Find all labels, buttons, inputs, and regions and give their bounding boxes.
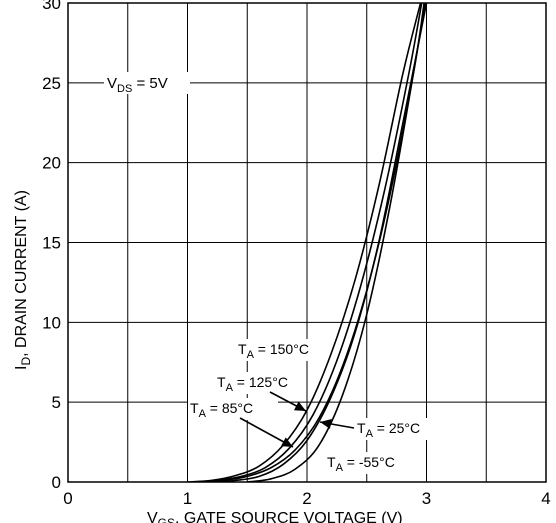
arrowhead [320, 418, 332, 429]
curve-label-2: TA = 85°C [190, 400, 253, 420]
y-tick-label: 5 [52, 393, 61, 412]
y-tick-label: 10 [42, 313, 61, 332]
curve-labels: TA = 150°C TA = 125°C TA = 85°C TA = 25°C TA… [188, 339, 445, 474]
y-tick-label: 15 [42, 234, 61, 253]
vds-annotation: VDS = 5V [104, 72, 190, 95]
curve-label-4: TA = -55°C [327, 454, 395, 474]
x-tick-label: 0 [63, 489, 72, 508]
x-tick-label: 3 [422, 489, 431, 508]
series-line-0 [187, 3, 422, 482]
vds-annotation-text: VDS = 5V [107, 75, 168, 95]
y-axis-label: ID, DRAIN CURRENT (A) [13, 190, 33, 370]
y-tick-label: 0 [52, 473, 61, 492]
series-line-1 [193, 3, 423, 482]
x-tick-label: 2 [302, 489, 311, 508]
y-tick-label: 30 [42, 0, 61, 13]
y-tick-label: 25 [42, 74, 61, 93]
curve-label-0: TA = 150°C [238, 341, 309, 361]
y-tick-label: 20 [42, 154, 61, 173]
curve-label-bg [355, 418, 445, 440]
arrowhead [280, 437, 293, 447]
curve-label-bg [215, 372, 305, 394]
curve-label-bg [325, 452, 415, 474]
curves [187, 3, 428, 482]
series-line-4 [247, 3, 427, 482]
curve-label-bg [188, 398, 278, 420]
curve-label-bg [236, 339, 326, 361]
curve-label-1: TA = 125°C [217, 374, 288, 394]
x-axis-label: VGS, GATE SOURCE VOLTAGE (V) [147, 510, 403, 523]
x-tick-label: 4 [541, 489, 550, 508]
series-line-3 [211, 3, 428, 482]
arrowhead [293, 401, 306, 411]
tick-labels: 0 1 2 3 4 0 5 10 15 20 25 30 [42, 0, 551, 508]
plot-frame [67, 2, 547, 483]
x-tick-label: 1 [183, 489, 192, 508]
curve-label-3: TA = 25°C [357, 420, 420, 440]
